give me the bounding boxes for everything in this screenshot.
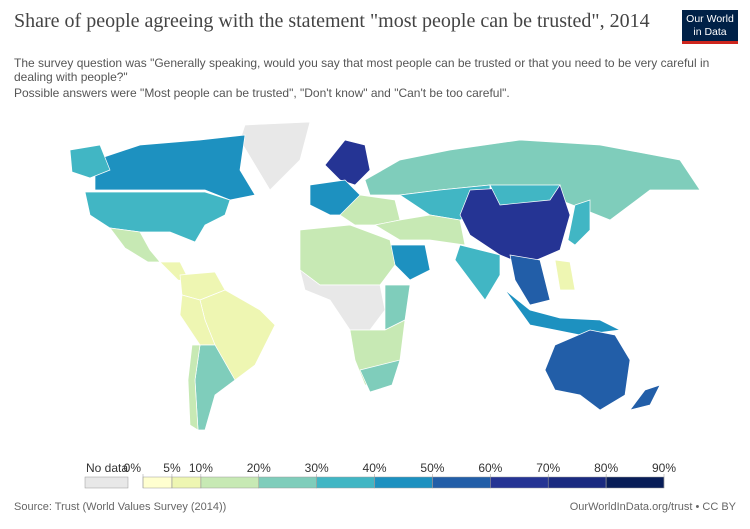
- legend-bin: [171, 476, 202, 489]
- legend-tick-label: 10%: [189, 461, 213, 475]
- region: [567, 199, 591, 246]
- legend-bin: [547, 476, 607, 489]
- region: [94, 134, 256, 201]
- region: [509, 254, 551, 306]
- legend-bin: [258, 476, 317, 489]
- legend-tick-label: 40%: [363, 461, 387, 475]
- subtitle: Possible answers were "Most people can b…: [14, 86, 510, 100]
- legend-bin: [605, 476, 665, 489]
- legend-tick-label: 50%: [420, 461, 444, 475]
- region: [374, 214, 466, 246]
- legend-bin: [490, 476, 549, 489]
- logo-line: in Data: [693, 26, 727, 38]
- legend-tick-label: 0%: [124, 461, 142, 475]
- region: [629, 384, 661, 411]
- logo-line: Our World: [686, 13, 734, 25]
- logo[interactable]: Our World in Data: [682, 10, 738, 44]
- legend-tick-label: 80%: [594, 461, 618, 475]
- region: [384, 284, 411, 331]
- legend-bin: [432, 476, 491, 489]
- no-data-swatch: [84, 476, 129, 489]
- region: [544, 329, 631, 411]
- legend-tick-label: 70%: [536, 461, 560, 475]
- no-data-region: [239, 121, 311, 191]
- source: Source: Trust (World Values Survey (2014…: [14, 501, 227, 513]
- url[interactable]: OurWorldInData.org/trust • CC BY: [569, 501, 736, 513]
- legend-bin: [142, 476, 173, 489]
- title: Share of people agreeing with the statem…: [14, 10, 650, 32]
- region: [454, 244, 501, 301]
- legend-tick-label: 90%: [652, 461, 676, 475]
- region: [69, 144, 111, 179]
- legend-bin: [200, 476, 260, 489]
- region: [109, 227, 161, 263]
- region: [299, 224, 396, 286]
- region: [489, 184, 561, 206]
- legend-tick-label: 30%: [305, 461, 329, 475]
- subtitle: The survey question was "Generally speak…: [14, 56, 710, 84]
- legend-bin: [374, 476, 433, 489]
- region: [187, 344, 201, 431]
- legend-bin: [316, 476, 375, 489]
- region: [359, 359, 401, 393]
- no-data-label: No data: [86, 461, 128, 475]
- region: [84, 191, 231, 243]
- legend-tick-label: 20%: [247, 461, 271, 475]
- region: [504, 289, 622, 336]
- region: [324, 139, 371, 186]
- region: [554, 259, 576, 291]
- region: [389, 244, 431, 281]
- legend-tick-label: 5%: [163, 461, 181, 475]
- legend-tick-label: 60%: [478, 461, 502, 475]
